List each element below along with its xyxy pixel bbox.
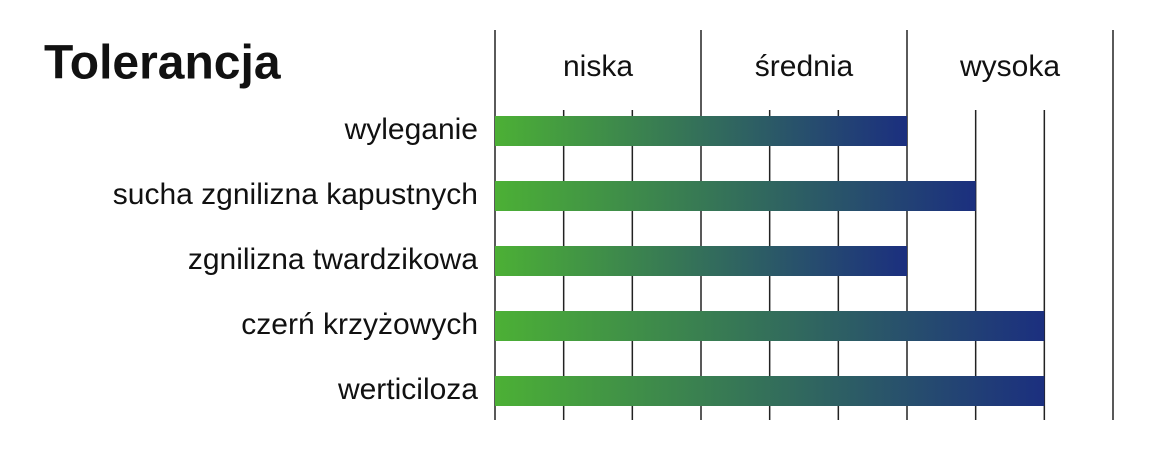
bar [495,116,907,146]
band-label: niska [563,50,633,83]
chart-title: Tolerancja [44,37,281,90]
band-label: wysoka [959,50,1060,83]
bar [495,376,1045,406]
y-tick-label: zgnilizna twardzikowa [188,243,478,276]
y-tick-label: sucha zgnilizna kapustnych [113,178,478,211]
y-tick-label: werticiloza [337,373,478,406]
y-tick-label: wyleganie [344,113,478,146]
bar [495,311,1045,341]
band-label: średnia [755,50,854,83]
y-tick-label: czerń krzyżowych [241,308,478,341]
bar [495,246,907,276]
bar [495,181,976,211]
